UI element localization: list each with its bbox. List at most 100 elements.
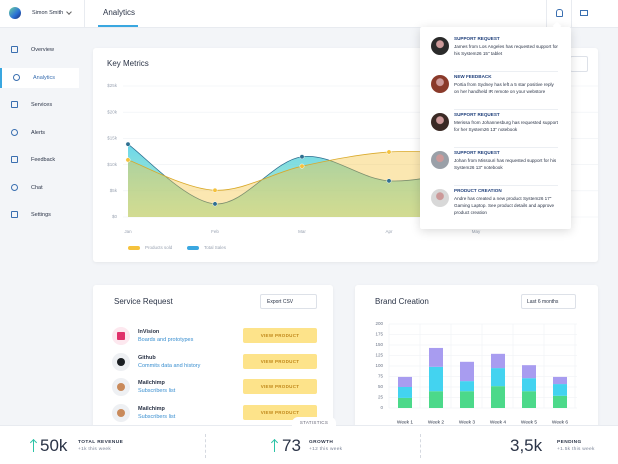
y-tick-label: 25 xyxy=(378,395,384,400)
avatar xyxy=(431,37,449,55)
period-dropdown[interactable]: Last 6 months xyxy=(521,294,576,309)
export-label: Export CSV xyxy=(267,299,294,305)
point xyxy=(386,178,392,184)
user-caret xyxy=(66,9,72,15)
bar-segment xyxy=(398,397,412,408)
stat-change: +1.5k this week xyxy=(557,447,595,452)
nav-item[interactable]: Chat xyxy=(0,178,79,198)
stat-change: +1k this week xyxy=(78,447,112,452)
divider xyxy=(420,434,421,458)
separator xyxy=(454,185,558,186)
notification-text: Portia from Sydney has left a 5 star pos… xyxy=(454,82,554,94)
analytics-tab[interactable]: Analytics xyxy=(103,8,136,17)
separator xyxy=(454,71,558,72)
avatar xyxy=(431,75,449,93)
nav-icon xyxy=(13,73,20,81)
stat-label: TOTAL REVENUE xyxy=(78,440,124,445)
area xyxy=(128,151,476,217)
avatar xyxy=(431,151,449,169)
avatar xyxy=(431,113,449,131)
bar-segment xyxy=(522,391,536,408)
nav-label: Settings xyxy=(31,212,51,218)
bar-segment xyxy=(553,376,567,385)
bar-segment xyxy=(429,366,443,392)
service-icon xyxy=(112,403,130,422)
x-tick-label: Week 2 xyxy=(428,419,445,425)
legend-label: Total Sales xyxy=(204,245,227,250)
nav-item[interactable]: Overview xyxy=(0,40,79,60)
stat-label: PENDING xyxy=(557,440,582,445)
mail-icon[interactable] xyxy=(580,10,588,16)
y-tick-label: $20k xyxy=(107,109,118,114)
service-detail: Commits data and history xyxy=(138,362,201,369)
bar-segment xyxy=(491,386,505,408)
brand-creation-card: Brand Creation Last 6 months 0 25 50 75 100 1… xyxy=(355,285,598,445)
point xyxy=(299,154,305,160)
stat-value: 3,5k xyxy=(510,436,543,455)
view-product-button[interactable]: VIEW PRODUCT xyxy=(243,328,317,343)
y-tick-label: 0 xyxy=(380,405,383,410)
chart: 0 25 50 75 100 125 150 175 200 Week 1 Week 2 Week 3… xyxy=(375,321,577,425)
bell-icon[interactable] xyxy=(556,9,563,17)
service-detail: Subscribers list xyxy=(138,413,176,420)
nav-icon xyxy=(11,183,18,191)
legend-label: Products sold xyxy=(145,245,173,250)
nav-label: Alerts xyxy=(31,129,46,136)
avatar xyxy=(431,189,449,207)
nav-item[interactable]: Feedback xyxy=(0,150,79,170)
separator xyxy=(454,147,558,148)
service-icon xyxy=(112,378,130,396)
y-tick-label: 100 xyxy=(375,363,383,368)
service-icon xyxy=(112,327,130,345)
bar-segment xyxy=(460,391,474,408)
stat-value: 50k xyxy=(40,436,68,455)
up-arrow xyxy=(274,440,275,452)
export-dropdown[interactable]: Export CSV xyxy=(260,294,317,309)
point xyxy=(212,187,218,193)
view-product-button[interactable]: VIEW PRODUCT xyxy=(243,404,317,420)
view-product-button[interactable]: VIEW PRODUCT xyxy=(243,353,317,369)
stats-bar: 50k TOTAL REVENUE +1k this week 73 GROWTH +12… xyxy=(0,425,618,464)
y-tick-label: 150 xyxy=(375,342,383,347)
stat-value: 73 xyxy=(282,436,301,455)
up-arrow-head xyxy=(29,438,38,447)
x-tick-label: Apr xyxy=(385,229,393,234)
y-tick-label: 125 xyxy=(375,353,383,358)
nav-label: Services xyxy=(31,102,53,108)
bar-segment xyxy=(522,378,536,392)
nav-item[interactable]: Analytics xyxy=(0,67,79,88)
nav-label: Analytics xyxy=(33,74,56,81)
notification-title: SUPPORT REQUEST xyxy=(454,36,500,41)
service-logo xyxy=(117,357,125,366)
nav-item[interactable]: Alerts xyxy=(0,123,79,143)
x-tick-label: Week 4 xyxy=(490,419,507,425)
area xyxy=(128,144,476,217)
view-product-button[interactable]: VIEW PRODUCT xyxy=(243,379,317,394)
nav-item[interactable]: Settings xyxy=(0,205,79,225)
nav-label: Chat xyxy=(31,184,43,191)
y-tick-label: 175 xyxy=(375,332,383,337)
user-menu[interactable]: Simon Smith xyxy=(32,10,64,16)
nav-label: Feedback xyxy=(31,157,56,163)
service-detail: Boards and prototypes xyxy=(138,337,194,343)
bar-segment xyxy=(553,395,567,408)
card-title: Key Metrics xyxy=(107,59,149,68)
notification-title: SUPPORT REQUEST xyxy=(454,112,500,117)
bar-segment xyxy=(398,376,412,387)
divider xyxy=(84,0,85,28)
point xyxy=(386,149,392,155)
up-arrow-head xyxy=(270,438,279,447)
stat-label: GROWTH xyxy=(309,440,334,445)
bar-segment xyxy=(429,347,443,367)
statistics-tab[interactable]: STATISTICS xyxy=(292,417,336,429)
point xyxy=(299,163,305,169)
nav-icon xyxy=(11,128,18,136)
nav-item[interactable]: Services xyxy=(0,95,79,115)
service-name: Mailchimp xyxy=(138,380,165,386)
notification-text: Andre has created a new product System26… xyxy=(454,196,555,215)
divider xyxy=(546,0,547,28)
y-tick-label: $10k xyxy=(107,162,118,167)
bar-segment xyxy=(522,365,536,379)
x-tick-label: Mar xyxy=(298,229,306,234)
card-title: Brand Creation xyxy=(375,297,429,306)
